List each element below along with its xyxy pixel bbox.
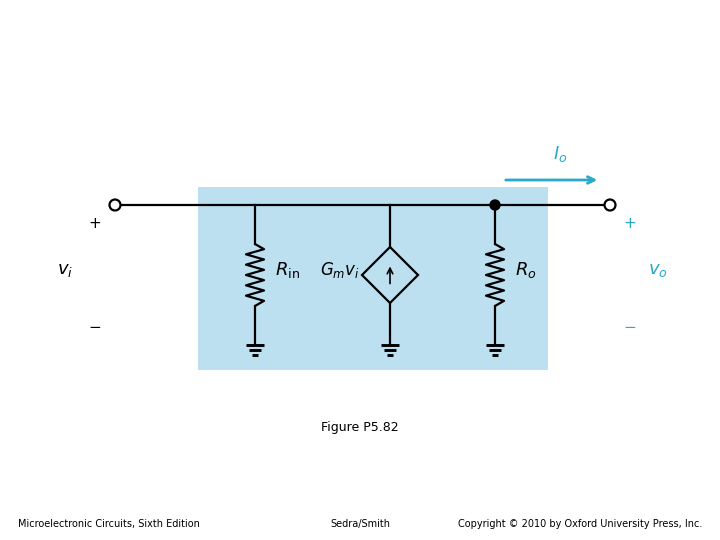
Text: Copyright © 2010 by Oxford University Press, Inc.: Copyright © 2010 by Oxford University Pr… — [458, 519, 702, 529]
Text: $R_\mathrm{in}$: $R_\mathrm{in}$ — [275, 260, 300, 280]
Text: $G_m v_i$: $G_m v_i$ — [320, 260, 360, 280]
Text: Sedra/Smith: Sedra/Smith — [330, 519, 390, 529]
Text: $v_o$: $v_o$ — [648, 261, 668, 279]
Text: $-$: $-$ — [89, 318, 102, 333]
Circle shape — [605, 199, 616, 211]
Text: $I_o$: $I_o$ — [553, 144, 568, 164]
Text: $-$: $-$ — [624, 318, 636, 333]
Circle shape — [490, 200, 500, 210]
FancyBboxPatch shape — [198, 187, 548, 370]
Text: $+$: $+$ — [624, 215, 636, 231]
Text: $R_o$: $R_o$ — [515, 260, 536, 280]
Text: Microelectronic Circuits, Sixth Edition: Microelectronic Circuits, Sixth Edition — [18, 519, 200, 529]
Text: $+$: $+$ — [89, 215, 102, 231]
Text: $v_i$: $v_i$ — [57, 261, 73, 279]
Text: Figure P5.82: Figure P5.82 — [321, 422, 399, 435]
Circle shape — [109, 199, 120, 211]
